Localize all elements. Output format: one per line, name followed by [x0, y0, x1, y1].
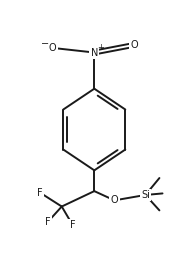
Text: N: N — [91, 47, 98, 58]
Text: Si: Si — [141, 190, 150, 200]
Text: F: F — [37, 188, 43, 198]
Text: F: F — [45, 217, 51, 227]
Text: F: F — [70, 220, 75, 230]
Text: O: O — [131, 40, 138, 50]
Text: O: O — [49, 43, 56, 53]
Text: O: O — [111, 195, 118, 205]
Text: +: + — [97, 43, 104, 52]
Text: −: − — [41, 39, 49, 49]
